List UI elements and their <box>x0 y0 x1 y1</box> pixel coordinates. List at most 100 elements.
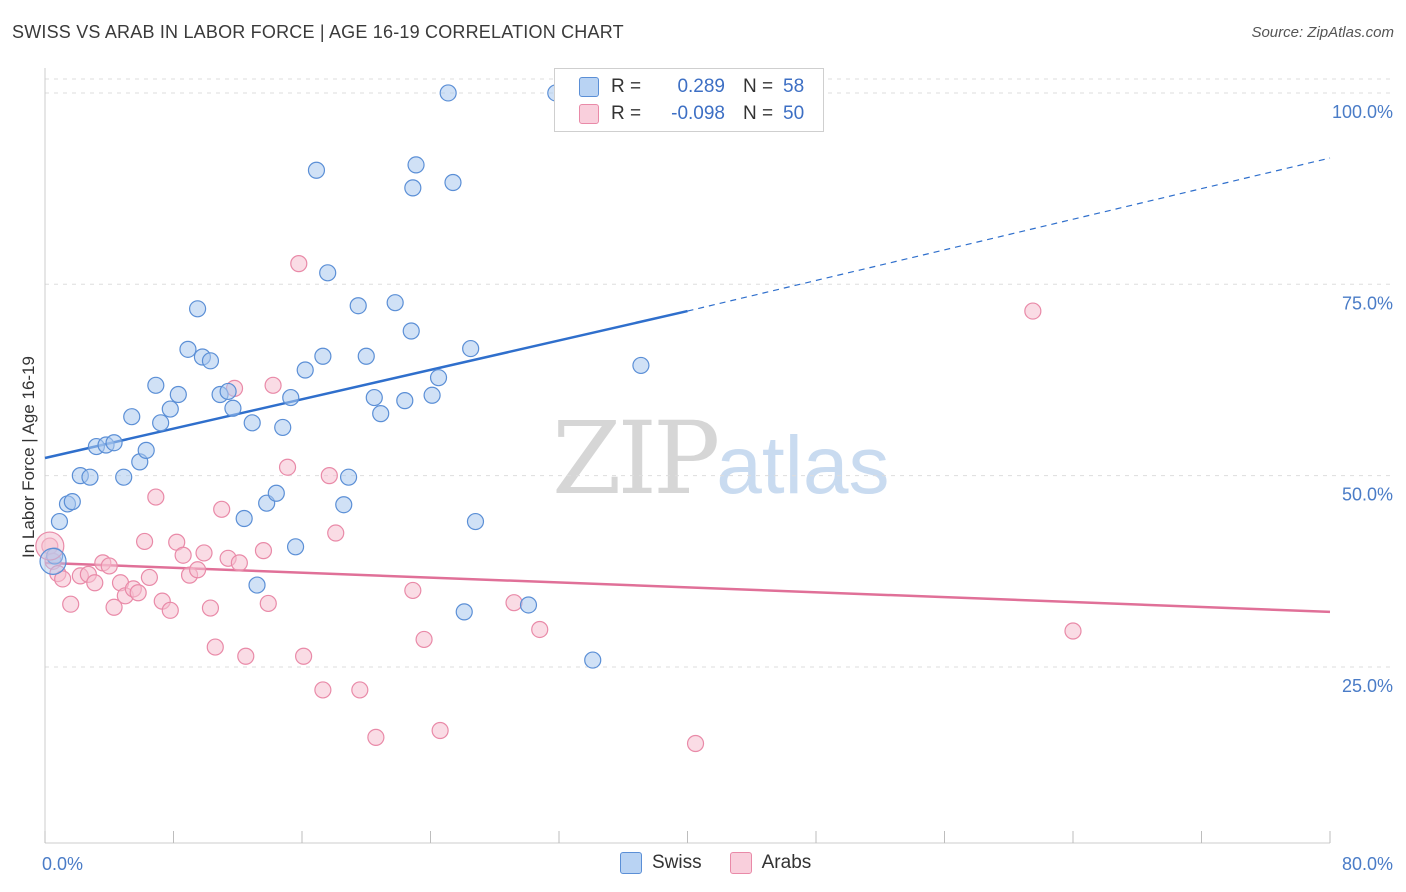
swiss-point <box>248 576 266 594</box>
arabs-point <box>1024 302 1042 320</box>
swiss-point <box>123 408 141 426</box>
swiss-point <box>188 300 207 318</box>
swiss-point <box>429 369 448 387</box>
arabs-point <box>174 546 192 564</box>
swiss-point <box>267 484 285 502</box>
swiss-point <box>63 493 81 511</box>
swiss-legend-swatch <box>620 852 642 874</box>
series-legend: Swiss Arabs <box>620 852 839 874</box>
swiss-point <box>372 405 390 423</box>
swiss-point <box>339 468 358 486</box>
arabs-point <box>201 599 220 617</box>
swiss-point <box>519 596 538 614</box>
arabs-point <box>237 647 255 665</box>
swiss-point <box>365 388 383 407</box>
arabs-n-value: 50 <box>783 103 805 124</box>
swiss-point <box>161 400 179 418</box>
arabs-point <box>62 595 80 613</box>
chart-title: SWISS VS ARAB IN LABOR FORCE | AGE 16-19… <box>12 22 624 42</box>
watermark: ZIPatlas <box>552 400 890 517</box>
swiss-point <box>404 179 422 197</box>
swiss-point <box>152 414 170 432</box>
y-tick-label: 50.0% <box>1342 485 1393 505</box>
swiss-point <box>235 509 253 528</box>
arabs-point <box>431 721 449 740</box>
y-tick-label: 100.0% <box>1332 102 1393 122</box>
arabs-point <box>314 681 332 699</box>
arabs-point <box>367 728 385 746</box>
arabs-point <box>1064 622 1082 640</box>
swiss-point <box>357 347 375 365</box>
arabs-legend-swatch <box>729 852 752 874</box>
arabs-point <box>206 638 224 656</box>
y-tick-label: 75.0% <box>1342 293 1393 313</box>
swiss-point <box>396 392 414 410</box>
arabs-point <box>100 557 118 575</box>
stats-legend: R = 0.289 N = 58 R = -0.098 N = 50 <box>554 68 824 132</box>
swiss-n-value: 58 <box>783 76 805 97</box>
trend-lines <box>44 157 1331 614</box>
data-points <box>35 84 1082 753</box>
arabs-point <box>505 594 523 612</box>
swiss-point <box>307 161 326 179</box>
swiss-legend-label: Swiss <box>652 852 702 873</box>
arabs-point <box>140 568 159 587</box>
x-tick-label-min: 0.0% <box>42 854 83 874</box>
swiss-point <box>274 418 292 437</box>
swiss-point <box>444 173 462 192</box>
swiss-r-label: R = <box>611 76 642 97</box>
arabs-point <box>295 647 313 665</box>
swiss-point <box>407 156 425 174</box>
swiss-point <box>455 603 473 621</box>
swiss-swatch <box>579 77 599 97</box>
swiss-point <box>314 347 332 365</box>
y-tick-label: 25.0% <box>1342 676 1393 696</box>
arabs-point <box>230 554 248 572</box>
swiss-point <box>201 352 220 370</box>
arabs-point <box>264 376 282 394</box>
arabs-point <box>404 581 422 600</box>
swiss-point <box>386 294 404 312</box>
swiss-point <box>147 376 165 394</box>
arabs-n-label: N = <box>743 103 774 124</box>
legend-row-swiss: R = 0.289 N = 58 <box>579 75 804 99</box>
swiss-point <box>296 361 314 379</box>
watermark-zip: ZIP <box>552 400 720 517</box>
swiss-point <box>319 264 337 282</box>
axes <box>44 68 1331 844</box>
arabs-point <box>188 561 207 579</box>
arabs-point <box>147 488 165 506</box>
arabs-point <box>86 574 104 592</box>
swiss-point <box>105 434 123 452</box>
arabs-point <box>254 542 273 560</box>
arabs-point <box>351 681 369 699</box>
swiss-point <box>632 356 650 375</box>
arabs-point <box>290 255 308 273</box>
swiss-point <box>282 388 300 407</box>
swiss-trend-extension <box>687 157 1331 312</box>
source-credit: Source: ZipAtlas.com <box>1251 24 1394 41</box>
swiss-point <box>169 385 187 404</box>
swiss-point <box>462 339 480 358</box>
arabs-point <box>161 601 179 619</box>
legend-row-arabs: R = -0.098 N = 50 <box>579 102 804 126</box>
arabs-point <box>105 598 123 616</box>
arabs-r-value: -0.098 <box>671 103 725 124</box>
legend-item-swiss: Swiss <box>620 852 702 874</box>
swiss-point <box>179 340 197 358</box>
swiss-point <box>137 441 155 459</box>
arabs-point <box>278 458 297 476</box>
swiss-point <box>349 297 367 315</box>
swiss-point <box>423 386 441 404</box>
arabs-point <box>195 544 213 562</box>
arabs-point <box>320 467 338 485</box>
swiss-n-label: N = <box>743 76 774 97</box>
swiss-point <box>402 322 420 340</box>
swiss-point <box>81 468 99 486</box>
arabs-point <box>686 734 705 753</box>
swiss-point <box>243 414 261 432</box>
arabs-point <box>213 500 231 518</box>
arabs-point <box>259 594 277 613</box>
tick-labels: 25.0% 50.0% 75.0% 100.0% 0.0% 80.0% In Labor F… <box>19 102 1393 874</box>
